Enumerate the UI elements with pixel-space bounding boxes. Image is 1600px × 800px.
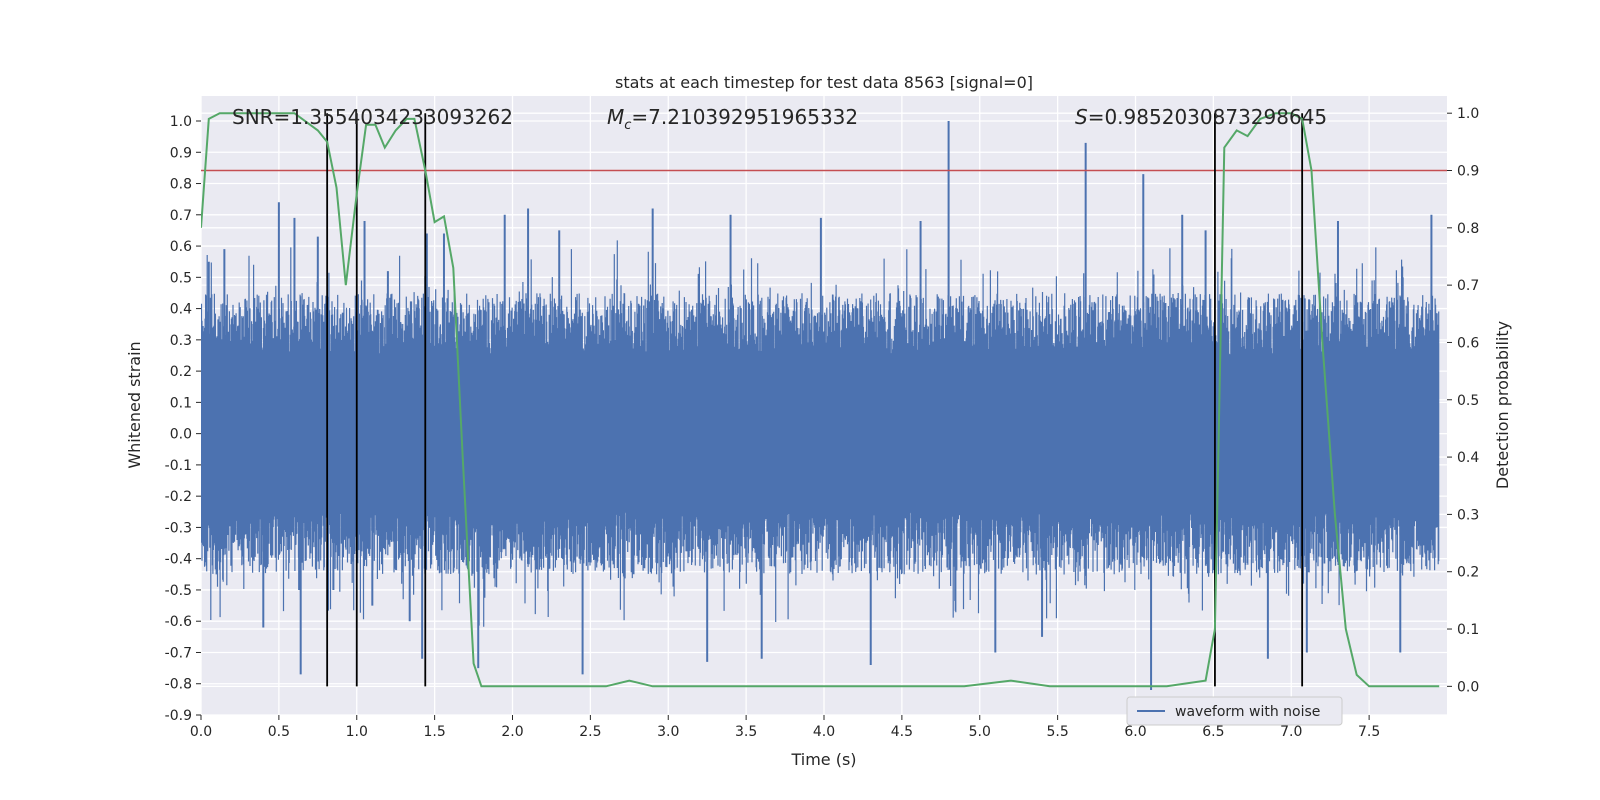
y-left-tick-label: 0.6: [170, 239, 192, 255]
x-tick-label: 5.5: [1046, 724, 1068, 740]
probability-line: [201, 112, 1440, 688]
y-left-tick-label: 0.5: [170, 270, 192, 286]
x-tick-label: 2.0: [501, 724, 523, 740]
y-left-tick-label: -0.4: [165, 552, 192, 568]
s-annotation: S=0.9852030873298645: [1075, 105, 1327, 129]
x-tick-label: 0.5: [268, 724, 290, 740]
y-right-tick-label: 0.6: [1457, 335, 1479, 351]
y-right-tick-label: 0.5: [1457, 393, 1479, 409]
legend: waveform with noise: [1126, 696, 1343, 726]
y-left-tick-label: -0.9: [165, 708, 192, 724]
x-tick-label: 4.5: [891, 724, 913, 740]
y-left-tick-label: 1.0: [170, 114, 192, 130]
y-right-tick-label: 0.2: [1457, 565, 1479, 581]
y-left-tick-label: 0.1: [170, 395, 192, 411]
y-left-tick-label: -0.8: [165, 677, 192, 693]
x-tick-label: 3.0: [657, 724, 679, 740]
y-left-tick-label: 0.2: [170, 364, 192, 380]
x-tick-label: 4.0: [813, 724, 835, 740]
y-left-tick-label: -0.3: [165, 520, 192, 536]
x-tick-label: 6.5: [1202, 724, 1224, 740]
ticks: 0.0 0.5 1.0 1.5 2.0 2.5 3.0 3.5 4.0 4.5 5.0 5.5 6.0 6…: [165, 106, 1480, 740]
x-axis-label: Time (s): [790, 750, 856, 769]
x-tick-label: 6.0: [1124, 724, 1146, 740]
y-right-tick-label: 0.0: [1457, 679, 1479, 695]
y-right-tick-label: 0.9: [1457, 164, 1479, 180]
x-tick-label: 3.5: [735, 724, 757, 740]
y-left-tick-label: -0.7: [165, 645, 192, 661]
y-left-tick-label: 0.0: [170, 427, 192, 443]
y-axis-left-label: Whitened strain: [125, 341, 144, 468]
y-right-tick-label: 0.8: [1457, 221, 1479, 237]
snr-annotation: SNR=1.3554034233093262: [232, 105, 513, 129]
legend-box: [1126, 696, 1343, 726]
x-tick-label: 5.0: [969, 724, 991, 740]
x-tick-label: 1.0: [346, 724, 368, 740]
y-left-tick-label: 0.3: [170, 333, 192, 349]
y-left-tick-label: 0.7: [170, 208, 192, 224]
y-right-tick-label: 0.4: [1457, 450, 1479, 466]
y-left-tick-label: 0.4: [170, 302, 192, 318]
x-tick-label: 7.0: [1280, 724, 1302, 740]
x-tick-label: 0.0: [190, 724, 212, 740]
waveform-series: [201, 121, 1440, 690]
y-right-tick-label: 0.7: [1457, 278, 1479, 294]
y-left-tick-label: 0.9: [170, 145, 192, 161]
y-left-tick-label: -0.1: [165, 458, 192, 474]
y-right-tick-label: 1.0: [1457, 106, 1479, 122]
probability-series: [201, 112, 1440, 688]
y-left-tick-label: -0.2: [165, 489, 192, 505]
x-tick-label: 7.5: [1358, 724, 1380, 740]
x-tick-label: 2.5: [579, 724, 601, 740]
x-tick-label: 1.5: [423, 724, 445, 740]
mc-annotation: Mc=7.210392951965332: [607, 105, 858, 133]
y-left-tick-label: -0.6: [165, 614, 192, 630]
legend-label: waveform with noise: [1175, 704, 1320, 720]
y-left-tick-label: 0.8: [170, 177, 192, 193]
vertical-markers: [326, 113, 1304, 687]
y-axis-right-label: Detection probability: [1493, 321, 1512, 489]
y-right-tick-label: 0.1: [1457, 622, 1479, 638]
chart-title: stats at each timestep for test data 856…: [615, 73, 1033, 92]
y-right-tick-label: 0.3: [1457, 507, 1479, 523]
y-left-tick-label: -0.5: [165, 583, 192, 599]
